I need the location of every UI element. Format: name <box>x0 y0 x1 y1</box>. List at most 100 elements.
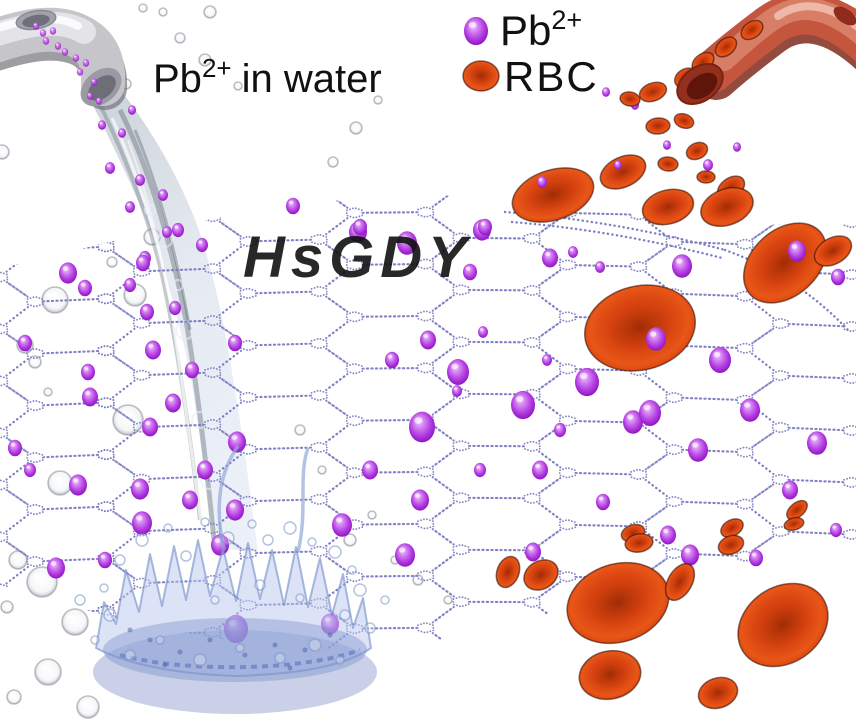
pb-ion-highlight <box>603 88 607 92</box>
splash-bubble <box>135 533 149 547</box>
water-droplet <box>203 5 217 19</box>
droplet-highlight <box>9 693 14 697</box>
pb-ion-body <box>81 363 95 381</box>
pb-ion-body <box>532 460 548 480</box>
droplet-body <box>47 470 73 496</box>
pb-ion-body <box>132 511 152 535</box>
mesh-bond-chain <box>751 426 856 484</box>
pb-ion-body <box>228 334 242 352</box>
water-droplet <box>0 600 14 614</box>
mesh-bond-chain <box>0 380 29 437</box>
mesh-bond-chain <box>751 322 856 380</box>
water-droplet <box>76 695 100 719</box>
water-droplet <box>174 32 186 44</box>
pb-ion-sphere <box>411 489 429 511</box>
pb-ion-highlight <box>137 176 141 179</box>
red-blood-cell <box>645 117 671 135</box>
mesh-benzene-ring <box>345 362 364 375</box>
mesh-benzene-ring <box>416 517 435 530</box>
mesh-benzene-ring <box>97 552 115 565</box>
droplet-body <box>138 3 148 13</box>
mesh-benzene-ring <box>842 476 856 489</box>
pb-ion-body <box>568 246 578 258</box>
legend: Pb2+ RBC <box>462 5 597 100</box>
mesh-benzene-ring <box>629 468 648 481</box>
mesh-benzene-ring <box>523 648 541 650</box>
pb-ion-body <box>197 460 213 480</box>
mesh-benzene-ring <box>629 260 648 273</box>
mesh-bond-chain <box>0 484 29 541</box>
mesh-benzene-ring <box>416 621 435 634</box>
droplet-body <box>158 7 168 17</box>
mesh-benzene-ring <box>132 473 151 486</box>
mesh-benzene-ring <box>132 265 151 278</box>
pb-ion-body <box>169 300 181 316</box>
pb-ion-sphere <box>688 438 708 462</box>
pb-ion-highlight <box>56 43 59 46</box>
mesh-benzene-ring <box>97 604 115 617</box>
red-blood-cell <box>673 112 695 130</box>
pb-ion-sphere <box>420 330 436 350</box>
legend-pb-label: Pb2+ <box>500 5 582 54</box>
pb-ion-body <box>131 478 149 500</box>
pb-ion-highlight <box>41 30 44 33</box>
pb-ion-highlight <box>198 240 203 244</box>
pb-ion-highlight <box>663 528 669 534</box>
pb-ion-body <box>362 460 378 480</box>
droplet-highlight <box>346 536 351 540</box>
splash-fleck <box>242 652 248 658</box>
pb-ion-body <box>830 522 842 538</box>
mesh-benzene-ring <box>558 570 577 583</box>
pb-ion-sphere <box>82 59 90 67</box>
pb-ion-body <box>749 549 763 567</box>
pb-ion-sphere <box>478 218 492 236</box>
mesh-bond-chain <box>433 654 561 706</box>
pb-ion-highlight <box>556 425 561 429</box>
labels: Pb2+ in water HsGDY Pb2+ RBC <box>153 5 597 290</box>
red-blood-cell <box>696 170 716 184</box>
pb-ion-sphere <box>478 326 488 338</box>
pb-ion-highlight <box>168 396 174 402</box>
droplet-body <box>0 144 10 160</box>
pb-ion-highlight <box>230 337 236 342</box>
pb-ion-sphere <box>226 499 244 521</box>
droplet-highlight <box>40 664 48 671</box>
pb-ion-sphere <box>542 354 552 366</box>
pb-ion-body <box>61 48 69 56</box>
rbc-dimple <box>822 242 844 260</box>
water-droplet <box>61 608 89 636</box>
mesh-benzene-ring <box>0 375 9 387</box>
pb-ions-on-rbc <box>537 160 806 351</box>
pb-ion-sphere <box>532 460 548 480</box>
mesh-benzene-ring <box>27 712 43 722</box>
droplet-highlight <box>45 389 48 392</box>
pb-ion-highlight <box>84 60 87 63</box>
droplet-highlight <box>375 97 378 100</box>
pb-ion-sphere <box>59 262 77 284</box>
pb-ion-highlight <box>387 354 393 359</box>
pb-ion-sphere <box>568 246 578 258</box>
mesh-benzene-ring <box>345 206 364 219</box>
droplet-highlight <box>160 9 163 12</box>
red-blood-cell <box>697 676 739 710</box>
water-droplet <box>6 689 22 705</box>
rbc-dimple <box>791 504 803 516</box>
pb-ion-highlight <box>539 178 543 181</box>
mesh-benzene-ring <box>666 704 682 714</box>
splash-bubble <box>103 608 117 622</box>
pb-ion-body <box>182 490 198 510</box>
pb-ion-body <box>82 59 90 67</box>
droplet-body <box>106 256 118 268</box>
pb-ion-sphere <box>542 248 558 268</box>
mesh-benzene-ring <box>560 104 576 114</box>
droplet-highlight <box>319 467 322 470</box>
pb-ion-highlight <box>480 328 484 331</box>
rbc-dimple <box>672 571 688 593</box>
splash-bubble <box>347 565 357 575</box>
red-blood-cell <box>664 562 696 602</box>
mesh-benzene-ring <box>842 268 856 281</box>
mesh-benzene-ring <box>26 555 44 568</box>
red-blood-cell <box>624 533 654 553</box>
pb-ion-sphere <box>124 277 136 293</box>
pb-ion-body <box>575 367 599 397</box>
